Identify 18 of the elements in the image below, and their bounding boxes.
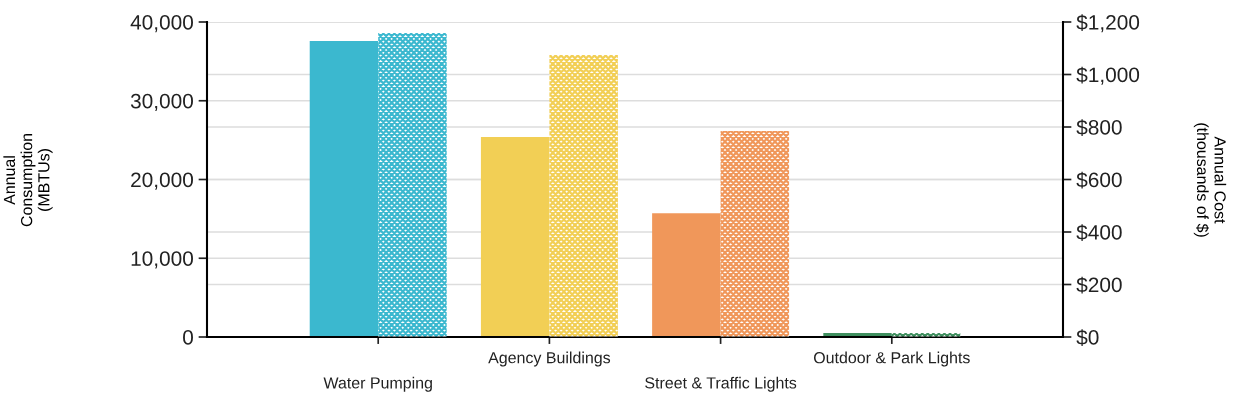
y2-tick-label: $200 <box>1076 276 1122 294</box>
y-tick-label: 20,000 <box>131 172 193 190</box>
y-tick-label: 30,000 <box>130 93 193 111</box>
y2-tick-label: $600 <box>1076 171 1122 189</box>
y-axis-title: Annual Consumption (MBTUs) <box>3 133 53 227</box>
y2-tick-label: $800 <box>1076 119 1122 136</box>
y2-tick-label: $1,200 <box>1076 14 1140 33</box>
y-tick-label: 10,000 <box>131 251 193 269</box>
x-tick-label: Water Pumping <box>323 376 432 392</box>
x-tick-label: Agency Buildings <box>488 351 611 367</box>
y-tick-label: 40,000 <box>130 15 193 33</box>
y2-tick-label: $0 <box>1076 329 1099 346</box>
x-tick-label: Street & Traffic Lights <box>645 376 797 392</box>
y2-tick-label: $400 <box>1076 224 1122 241</box>
x-tick-label: Outdoor & Park Lights <box>813 351 970 367</box>
y2-tick-label: $1,000 <box>1076 66 1140 85</box>
y2-axis-title: Annual Cost (thousands of $) <box>1193 123 1227 237</box>
y-tick-label: 0 <box>183 330 193 345</box>
